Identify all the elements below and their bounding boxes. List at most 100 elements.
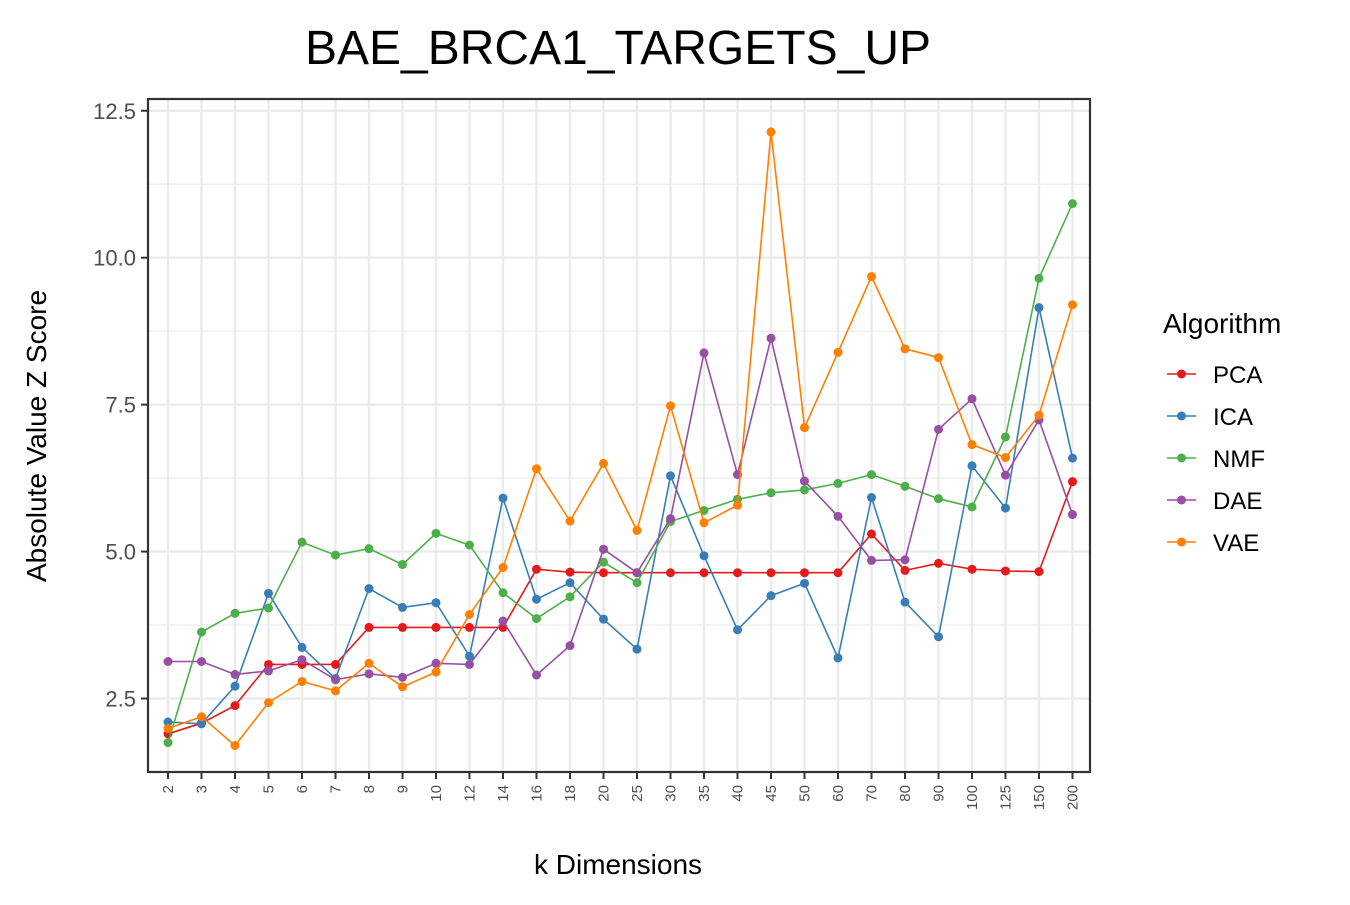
x-tick-label: 4 <box>227 785 244 793</box>
x-tick-label: 10 <box>428 785 445 802</box>
legend-item-pca: PCA <box>1167 362 1262 389</box>
ica-point <box>800 578 809 588</box>
dae-line <box>168 338 1074 681</box>
x-tick-label: 35 <box>696 785 713 802</box>
x-tick-label: 60 <box>830 785 847 802</box>
nmf-point <box>766 488 776 498</box>
nmf-point <box>398 560 407 570</box>
y-tick-label: 10.0 <box>93 246 136 271</box>
y-axis-title: Absolute Value Z Score <box>21 290 52 582</box>
vae-point <box>465 609 474 619</box>
dae-point <box>800 476 809 486</box>
ica-point <box>364 584 374 594</box>
dae-point <box>498 616 508 626</box>
legend-label: NMF <box>1213 446 1265 473</box>
panel-border <box>146 97 1092 774</box>
x-tick-label: 12 <box>462 785 479 802</box>
legend-item-ica: ICA <box>1167 404 1253 431</box>
dae-point <box>1068 510 1077 520</box>
x-tick-label: 8 <box>361 785 378 793</box>
dae-point <box>833 511 843 521</box>
pca-point <box>800 568 809 578</box>
vae-point <box>364 658 374 668</box>
pca-point <box>1001 566 1010 576</box>
nmf-point <box>532 614 541 624</box>
pca-point <box>833 568 843 578</box>
x-tick-label: 200 <box>1065 785 1082 810</box>
nmf-point <box>297 537 307 547</box>
ica-point <box>900 597 910 607</box>
pca-point <box>699 568 709 578</box>
vae-point <box>264 698 273 708</box>
nmf-point <box>967 502 977 512</box>
nmf-point <box>867 470 876 480</box>
x-tick-label: 2 <box>160 785 177 793</box>
ica-point <box>934 632 943 642</box>
ica-point <box>297 642 307 652</box>
series-vae <box>163 127 1077 751</box>
ica-point <box>867 493 876 503</box>
x-tick-label: 14 <box>495 785 512 802</box>
x-tick-label: 40 <box>730 785 747 802</box>
x-tick-label: 18 <box>562 785 579 802</box>
ica-point <box>398 602 407 612</box>
x-tick-label: 100 <box>964 785 981 810</box>
ica-point <box>230 681 240 691</box>
vae-point <box>800 423 809 433</box>
x-tick-label: 150 <box>1031 785 1048 810</box>
nmf-point <box>900 481 910 491</box>
series-dae <box>163 333 1077 685</box>
nmf-point <box>833 478 843 488</box>
ica-point <box>967 461 977 471</box>
pca-point <box>398 622 407 632</box>
pca-point <box>967 564 977 574</box>
nmf-point <box>163 738 173 748</box>
pca-point <box>900 565 910 575</box>
x-tick-label: 3 <box>194 785 211 793</box>
x-tick-label: 125 <box>998 785 1015 810</box>
pca-point <box>666 568 675 578</box>
pca-point <box>867 529 876 539</box>
pca-point <box>599 568 608 578</box>
x-tick-label: 50 <box>797 785 814 802</box>
nmf-point <box>800 485 809 495</box>
dae-point <box>364 669 374 679</box>
y-tick-label: 5.0 <box>105 540 136 565</box>
pca-point <box>934 558 943 568</box>
pca-point <box>230 701 240 711</box>
chart-title: BAE_BRCA1_TARGETS_UP <box>305 22 931 75</box>
legend-point <box>1177 537 1186 547</box>
dae-point <box>900 555 910 565</box>
legend-label: DAE <box>1213 488 1262 515</box>
dae-point <box>766 333 776 343</box>
x-tick-label: 16 <box>529 785 546 802</box>
dae-point <box>230 669 240 679</box>
x-tick-label: 7 <box>328 785 345 793</box>
ica-point <box>565 578 575 588</box>
ica-point <box>431 598 441 608</box>
dae-point <box>532 670 541 680</box>
dae-point <box>264 666 273 676</box>
vae-point <box>331 686 340 696</box>
nmf-point <box>331 550 340 560</box>
vae-point <box>766 127 776 137</box>
vae-point <box>867 272 876 282</box>
pca-point <box>1034 567 1044 577</box>
dae-point <box>465 659 474 669</box>
vae-point <box>1001 453 1010 463</box>
vae-point <box>833 347 843 357</box>
vae-point <box>498 562 508 572</box>
series-layer <box>163 127 1077 751</box>
vae-point <box>230 741 240 751</box>
ica-point <box>498 493 508 503</box>
nmf-point <box>1034 273 1044 283</box>
dae-point <box>431 658 441 668</box>
pca-point <box>1068 477 1077 487</box>
legend-item-dae: DAE <box>1167 488 1262 515</box>
dae-point <box>1001 470 1010 480</box>
vae-point <box>1034 410 1044 420</box>
nmf-point <box>465 540 474 550</box>
dae-point <box>565 641 575 651</box>
x-tick-label: 70 <box>864 785 881 802</box>
